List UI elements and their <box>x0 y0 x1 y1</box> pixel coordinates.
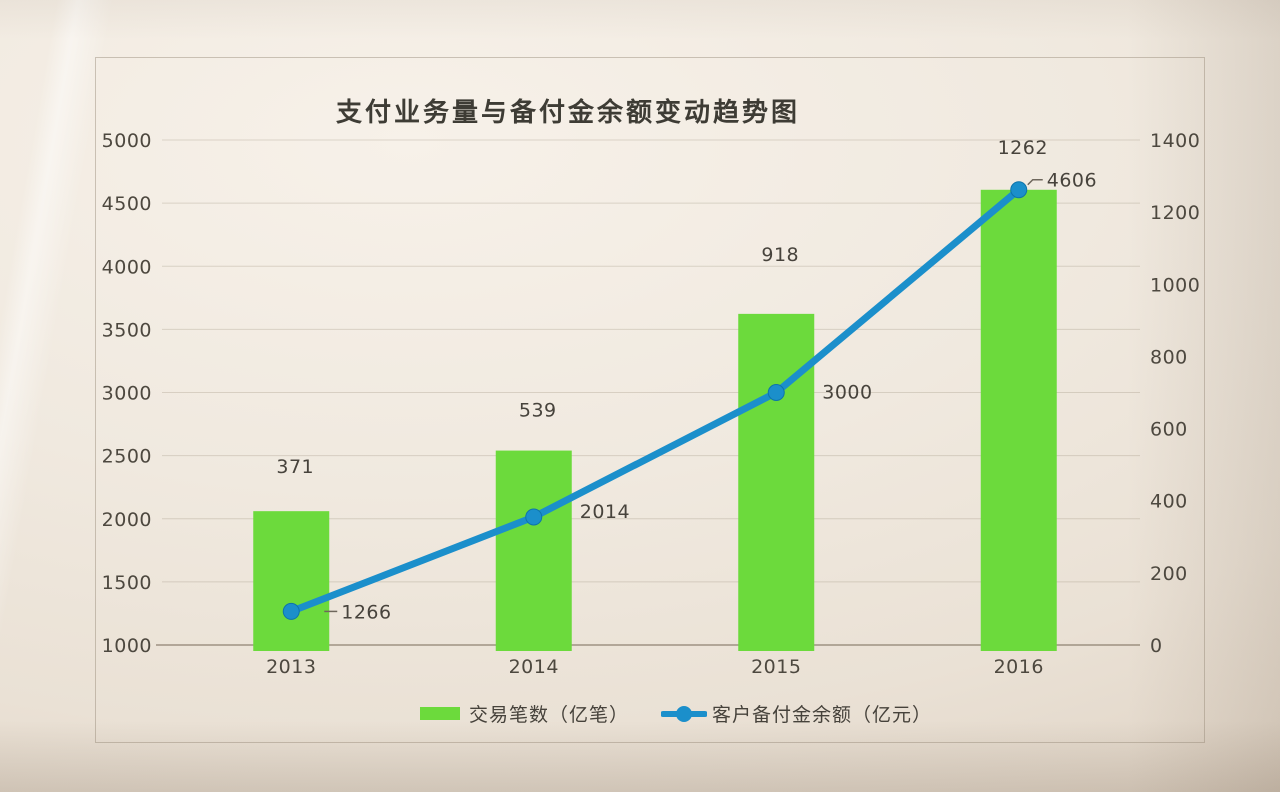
left-axis-tick-label: 2500 <box>102 446 152 468</box>
line-marker-2015 <box>767 384 785 401</box>
right-axis-tick-label: 1000 <box>1150 274 1200 296</box>
right-axis-tick-label: 600 <box>1150 419 1188 441</box>
chart-frame <box>95 57 1205 743</box>
right-axis-tick-label: 400 <box>1150 491 1188 513</box>
left-axis-tick-label: 2000 <box>102 509 152 531</box>
line-series-legend-label: 客户备付金余额（亿元） <box>712 704 933 726</box>
line-value-label: 2014 <box>580 501 630 523</box>
bar-series-legend-label: 交易笔数（亿笔） <box>469 704 630 726</box>
legend-item-bar-series: 交易笔数（亿笔） <box>420 700 629 727</box>
left-axis-tick-label: 1500 <box>102 572 152 594</box>
left-axis-tick-label: 4000 <box>102 256 152 278</box>
bar-2014 <box>495 450 572 651</box>
bar-value-label: 539 <box>519 400 557 422</box>
left-axis-tick-label: 5000 <box>102 130 152 152</box>
left-axis-tick-label: 4500 <box>102 193 152 215</box>
x-axis-label-2016: 2016 <box>994 656 1044 678</box>
left-axis-tick-label: 3000 <box>102 383 152 405</box>
right-axis-tick-label: 1400 <box>1150 130 1200 152</box>
line-value-label: 1266 <box>341 601 391 623</box>
bar-value-label: 371 <box>276 456 314 478</box>
bar-value-label: 1262 <box>998 137 1048 159</box>
left-axis-tick-label: 1000 <box>102 635 152 657</box>
line-marker-2014 <box>525 508 543 526</box>
bar-series-swatch-icon <box>420 707 460 720</box>
chart-title: 支付业务量与备付金余额变动趋势图 <box>335 98 801 128</box>
x-axis-label-2013: 2013 <box>266 656 316 678</box>
legend: 交易笔数（亿笔） 客户备付金余额（亿元） <box>420 700 932 727</box>
line-marker-2016 <box>1010 181 1028 199</box>
right-axis-tick-label: 800 <box>1150 346 1188 368</box>
legend-line-marker-glyph <box>676 705 693 722</box>
line-marker-2013 <box>282 602 300 620</box>
x-axis-label-2014: 2014 <box>509 656 559 678</box>
left-axis-tick-label: 3500 <box>102 319 152 341</box>
bar-value-label: 918 <box>761 244 799 266</box>
line-value-label: 4606 <box>1047 170 1097 192</box>
line-series <box>287 186 1023 615</box>
line-value-label: 3000 <box>822 382 872 404</box>
right-axis-tick-label: 1200 <box>1150 202 1200 224</box>
right-axis-tick-label: 0 <box>1150 635 1163 657</box>
leader-line <box>1027 178 1043 186</box>
x-axis-label-2015: 2015 <box>751 656 801 678</box>
right-axis-tick-label: 200 <box>1150 563 1188 585</box>
line-series-swatch-icon <box>661 705 708 722</box>
bar-2013 <box>253 511 330 651</box>
bar-2015 <box>738 313 815 651</box>
legend-item-line-series: 客户备付金余额（亿元） <box>661 700 932 727</box>
bar-2016 <box>980 189 1057 651</box>
